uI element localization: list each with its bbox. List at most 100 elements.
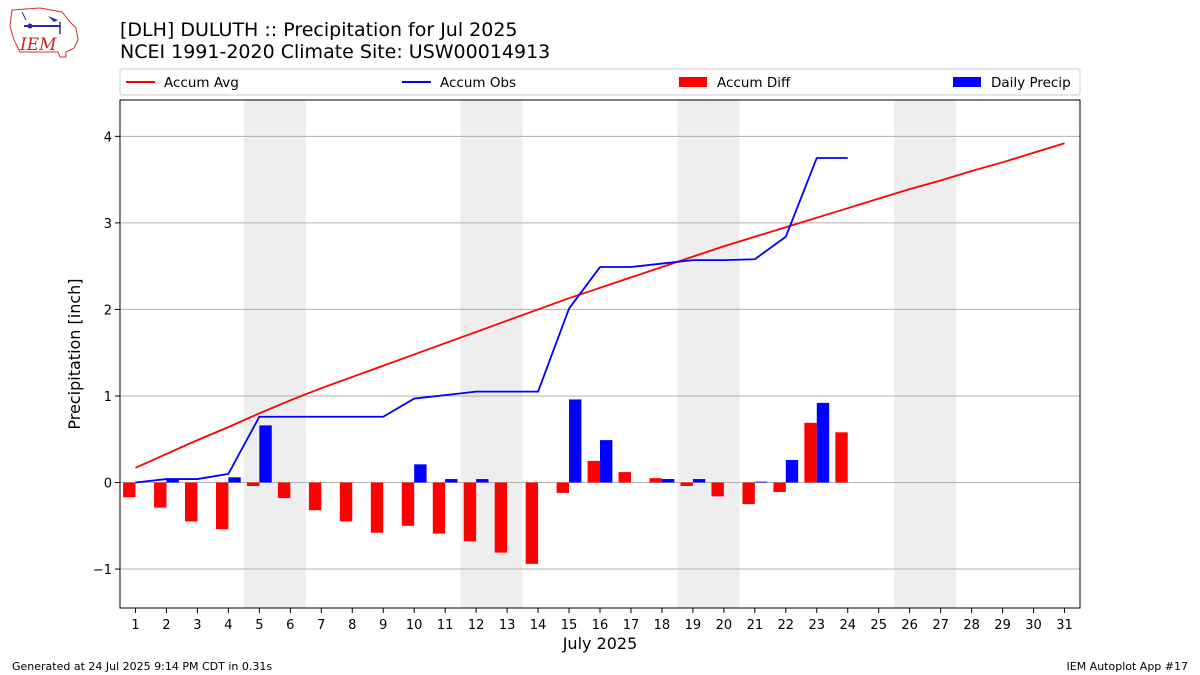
accum-diff-bar (835, 432, 848, 483)
lines (135, 142, 1065, 484)
x-tick-label: 26 (901, 618, 918, 633)
daily-precip-bar (228, 477, 241, 483)
weekend-band (894, 100, 957, 608)
x-tick-label: 22 (778, 618, 795, 633)
weekend-band (243, 100, 306, 608)
y-ticks: −1 0 1 2 3 4 (93, 130, 120, 578)
x-tick-label: 31 (1056, 618, 1073, 633)
daily-precip-bar (259, 425, 272, 483)
chart-subtitle: NCEI 1991-2020 Climate Site: USW00014913 (120, 41, 550, 63)
daily-precip-bar (445, 479, 458, 483)
accum-diff-bar (618, 472, 631, 483)
y-axis-label: Precipitation [inch] (65, 278, 84, 429)
x-tick-label: 27 (932, 618, 949, 633)
x-tick-label: 5 (255, 618, 263, 633)
accum-diff-bar (587, 460, 600, 483)
accum-diff-bar (216, 482, 229, 530)
accum-diff-bar (494, 482, 508, 553)
y-tick-label: 3 (104, 217, 112, 232)
x-tick-label: 20 (716, 618, 733, 633)
accum-diff-bar (463, 482, 477, 542)
x-tick-label: 24 (839, 618, 856, 633)
daily-precip-bar (166, 479, 179, 483)
x-tick-label: 30 (1025, 618, 1042, 633)
footer-generated: Generated at 24 Jul 2025 9:14 PM CDT in … (12, 660, 272, 673)
logo-text: IEM (19, 35, 57, 55)
daily-precip-bar (816, 402, 830, 483)
x-tick-label: 12 (468, 618, 485, 633)
x-tick-label: 4 (224, 618, 232, 633)
accum-diff-bar (308, 482, 322, 511)
accum-avg-line (135, 142, 1065, 469)
x-tick-label: 23 (809, 618, 826, 633)
x-tick-label: 8 (348, 618, 356, 633)
x-tick-label: 2 (162, 618, 170, 633)
accum-diff-bar (339, 482, 353, 522)
legend: Accum Avg Accum Obs Accum Diff Daily Precip (119, 68, 1081, 96)
x-tick-label: 28 (963, 618, 980, 633)
legend-swatch (953, 77, 981, 87)
x-tick-label: 3 (193, 618, 201, 633)
y-tick-label: 2 (104, 303, 112, 318)
x-axis-label: July 2025 (562, 634, 638, 653)
weekend-shading (243, 100, 957, 608)
x-tick-label: 9 (379, 618, 387, 633)
accum-diff-bar (773, 482, 786, 493)
x-tick-label: 25 (870, 618, 887, 633)
accum-diff-bar (804, 422, 817, 483)
x-tick-label: 18 (654, 618, 671, 633)
y-tick-label: 0 (104, 477, 112, 492)
x-tick-label: 11 (437, 618, 454, 633)
bars (123, 399, 848, 564)
daily-precip-bar (414, 464, 427, 483)
accum-diff-bar (525, 482, 539, 564)
legend-label: Daily Precip (991, 75, 1071, 91)
x-tick-label: 19 (685, 618, 702, 633)
daily-precip-bar (476, 479, 489, 483)
daily-precip-bar (661, 479, 675, 483)
x-tick-label: 29 (994, 618, 1011, 633)
x-tick-label: 21 (747, 618, 764, 633)
daily-precip-bar (754, 481, 768, 483)
accum-diff-bar (370, 482, 384, 533)
iem-logo: IEM (9, 7, 79, 58)
y-tick-label: 1 (104, 390, 112, 405)
accum-diff-bar (401, 482, 415, 526)
accum-diff-bar (277, 482, 291, 499)
accum-diff-bar (556, 482, 570, 493)
x-ticks: 1 2 3 4 5 6 7 8 9 10 11 12 13 14 15 16 17 18 19 20 21 22 23 24 2… (131, 608, 1073, 633)
legend-label: Accum Diff (717, 75, 791, 91)
x-tick-label: 7 (317, 618, 325, 633)
accum-diff-bar (185, 482, 198, 522)
chart-title: [DLH] DULUTH :: Precipitation for Jul 20… (120, 19, 518, 41)
x-tick-label: 14 (530, 618, 547, 633)
legend-swatch (679, 77, 707, 87)
x-tick-label: 10 (406, 618, 423, 633)
y-tick-label: 4 (104, 130, 112, 145)
x-tick-label: 13 (499, 618, 516, 633)
y-tick-label: −1 (93, 563, 112, 578)
legend-label: Accum Avg (164, 75, 239, 91)
x-tick-label: 16 (592, 618, 609, 633)
accum-diff-bar (246, 482, 260, 486)
x-tick-label: 15 (561, 618, 578, 633)
grid-lines (120, 135, 1080, 570)
accum-diff-bar (742, 482, 755, 505)
legend-label: Accum Obs (440, 75, 516, 91)
daily-precip-bar (569, 399, 582, 483)
accum-obs-line (135, 157, 848, 484)
accum-diff-bar (154, 482, 167, 508)
accum-diff-bar (123, 482, 136, 498)
daily-precip-bar (692, 479, 706, 483)
accum-diff-bar (680, 482, 693, 486)
daily-precip-bar (600, 440, 613, 483)
daily-precip-bar (785, 460, 799, 483)
accum-diff-bar (649, 478, 662, 483)
x-tick-label: 1 (131, 618, 139, 633)
x-tick-label: 6 (286, 618, 294, 633)
x-tick-label: 17 (623, 618, 640, 633)
accum-diff-bar (711, 482, 724, 497)
footer-app: IEM Autoplot App #17 (1067, 660, 1189, 673)
weekend-band (677, 100, 740, 608)
